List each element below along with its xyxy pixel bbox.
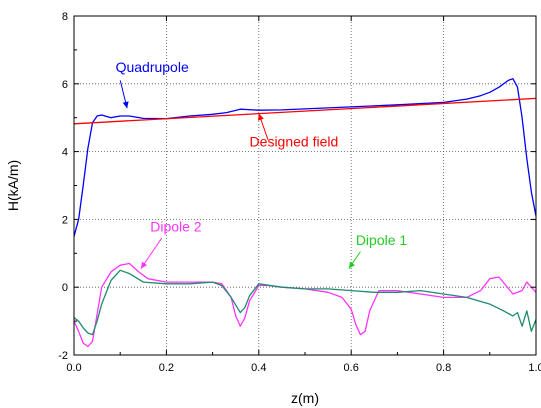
annotation-arrowhead-dipole-1 [348, 261, 355, 269]
y-tick-label: 2 [62, 214, 68, 226]
annotation-arrowhead-designed-field [258, 113, 264, 121]
x-tick-label: 0.2 [159, 362, 174, 374]
y-tick-label: 6 [62, 79, 68, 91]
annotation-dipole-1: Dipole 1 [356, 232, 408, 248]
y-tick-label: -2 [58, 350, 68, 362]
x-tick-label: 0.8 [436, 362, 451, 374]
y-tick-label: 4 [62, 147, 68, 159]
annotation-quadrupole: Quadrupole [116, 59, 189, 75]
annotation-arrowhead-quadrupole [122, 101, 129, 109]
annotation-arrowhead-dipole-2 [141, 261, 148, 269]
x-tick-label: 0.4 [251, 362, 266, 374]
y-axis-label: H(kA/m) [5, 160, 21, 211]
x-axis-label: z(m) [291, 390, 319, 406]
x-tick-label: 0.6 [344, 362, 359, 374]
annotation-designed-field: Designed field [250, 134, 339, 150]
y-tick-label: 8 [62, 11, 68, 23]
x-tick-label: 1.0 [528, 362, 541, 374]
grid [74, 16, 536, 355]
series-line-designed-field [74, 97, 536, 125]
y-tick-label: 0 [62, 282, 68, 294]
series-line-quadrupole [74, 78, 536, 237]
series-line-dipole-1 [74, 269, 536, 336]
annotations: Quadrupole Designed field Dipole 2 Dipole 1 [116, 59, 408, 269]
annotation-dipole-2: Dipole 2 [150, 218, 202, 234]
series-group [74, 78, 536, 348]
x-tick-label: 0.0 [66, 362, 81, 374]
ticks: 0.0 0.2 0.4 0.6 0.8 1.0 -2 0 2 4 6 8 [58, 11, 541, 374]
